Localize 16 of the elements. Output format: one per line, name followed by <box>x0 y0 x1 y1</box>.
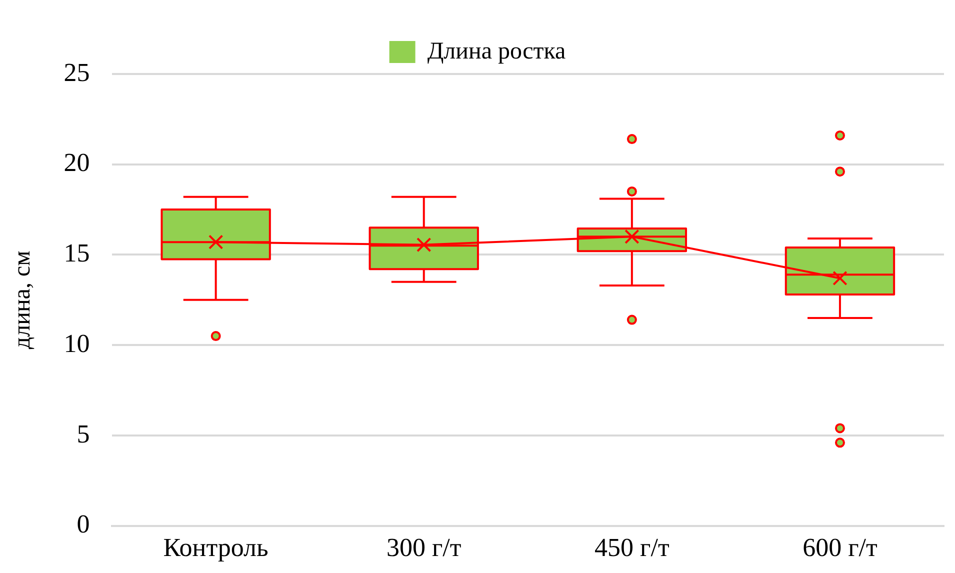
x-tick-label: 600 г/т <box>802 533 878 562</box>
point <box>832 270 848 286</box>
y-tick-label: 10 <box>64 328 90 358</box>
x-tick-label: 300 г/т <box>386 533 462 562</box>
point <box>208 234 224 250</box>
y-tick-label: 5 <box>76 419 90 448</box>
point <box>416 237 432 252</box>
y-tick-label: 0 <box>76 510 90 539</box>
legend-label: Длина ростка <box>427 38 566 64</box>
x-tick-label: 450 г/т <box>594 533 670 562</box>
y-tick-label: 25 <box>64 58 90 87</box>
y-axis-title: длина, см <box>10 250 36 350</box>
y-tick-label: 15 <box>64 238 90 268</box>
y-tick-label: 20 <box>64 148 90 178</box>
point <box>624 229 640 244</box>
x-tick-label: Контроль <box>163 533 269 562</box>
